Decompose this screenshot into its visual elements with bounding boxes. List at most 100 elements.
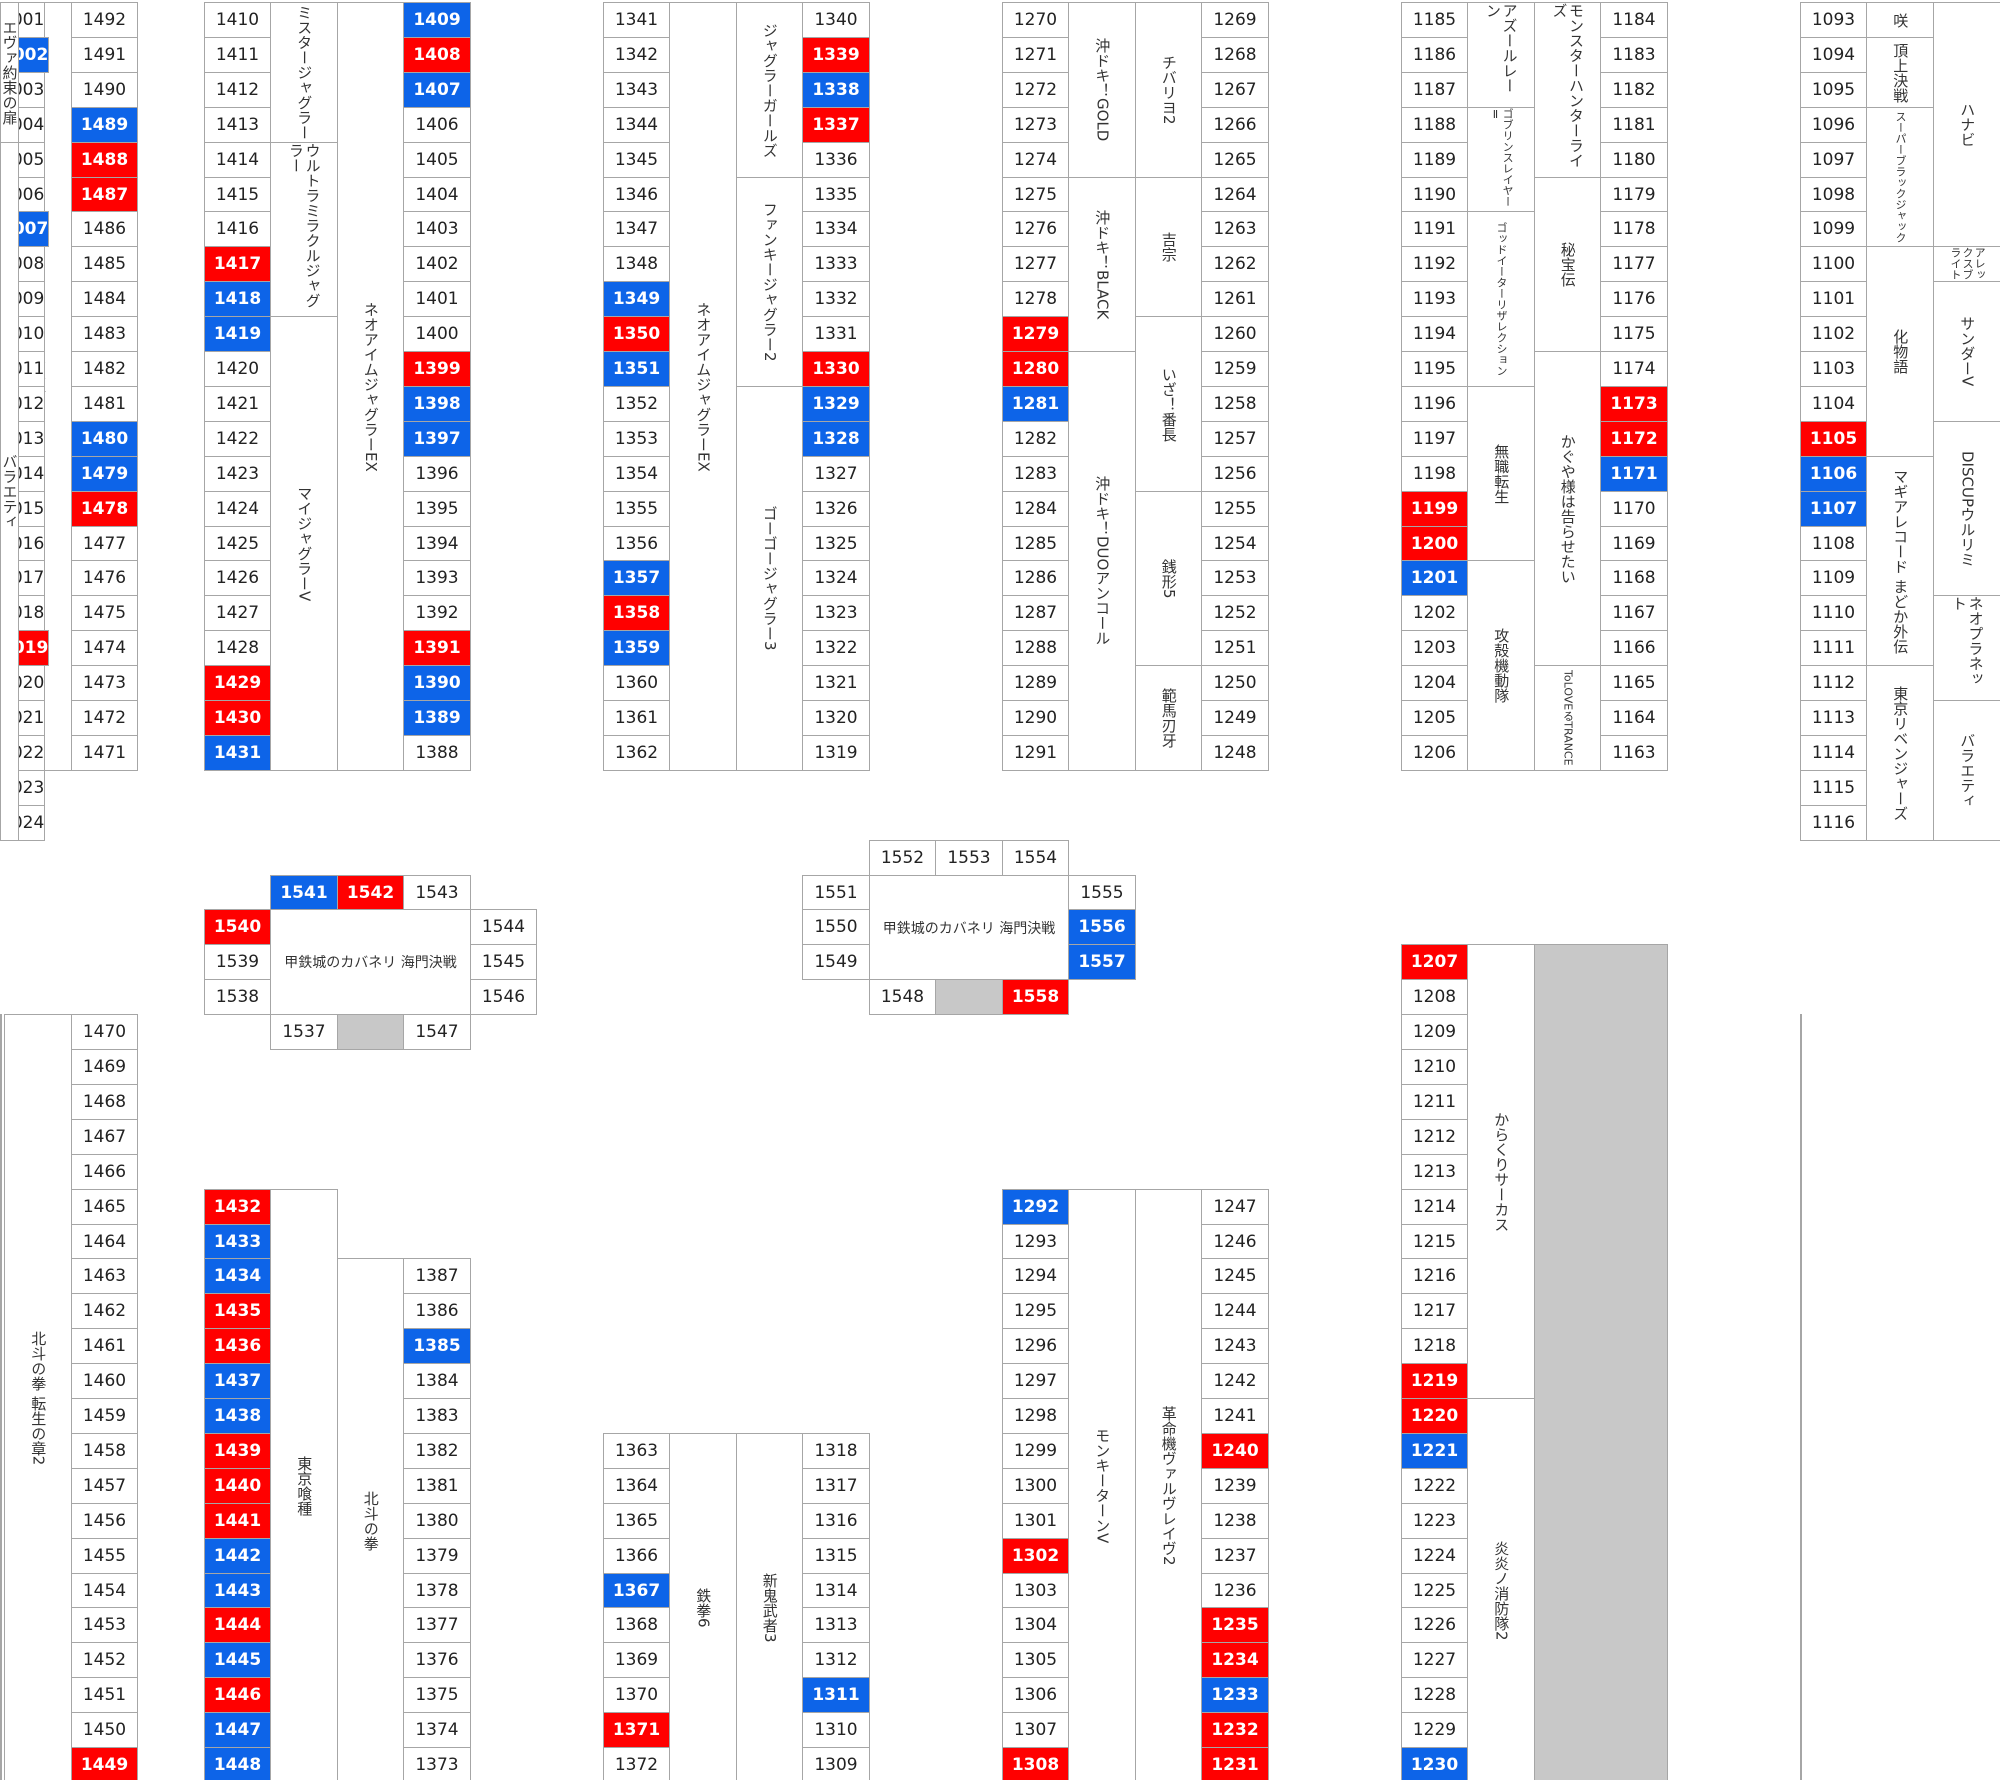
machine-cell[interactable]: 1226 (1401, 1607, 1468, 1643)
machine-cell[interactable]: 1365 (603, 1503, 670, 1539)
machine-cell[interactable]: 1445 (204, 1642, 271, 1678)
machine-cell[interactable]: 1425 (204, 526, 271, 561)
machine-cell[interactable]: 1219 (1401, 1363, 1468, 1399)
machine-cell[interactable]: 1318 (802, 1433, 870, 1469)
machine-cell[interactable]: 1390 (403, 665, 471, 701)
machine-cell[interactable]: 1549 (802, 944, 870, 980)
machine-cell[interactable]: 1217 (1401, 1293, 1468, 1329)
machine-cell[interactable]: 1243 (1201, 1328, 1269, 1364)
machine-cell[interactable]: 1449 (71, 1747, 138, 1780)
machine-cell[interactable]: 1407 (403, 72, 471, 108)
machine-cell[interactable]: 1488 (71, 142, 138, 178)
machine-cell[interactable]: 1264 (1201, 177, 1269, 212)
machine-cell[interactable]: 1418 (204, 281, 271, 317)
machine-cell[interactable]: 1295 (1002, 1293, 1069, 1329)
machine-cell[interactable]: 1289 (1002, 665, 1069, 701)
machine-cell[interactable]: 1347 (603, 211, 670, 247)
machine-cell[interactable]: 1463 (71, 1258, 138, 1294)
machine-cell[interactable]: 1322 (802, 630, 870, 666)
machine-cell[interactable]: 1397 (403, 421, 471, 457)
machine-cell[interactable]: 1106 (1800, 456, 1867, 492)
machine-cell[interactable]: 1228 (1401, 1677, 1468, 1713)
machine-cell[interactable]: 1096 (1800, 107, 1867, 143)
machine-cell[interactable]: 1227 (1401, 1642, 1468, 1678)
machine-cell[interactable]: 1171 (1600, 456, 1668, 492)
machine-cell[interactable]: 1374 (403, 1712, 471, 1748)
machine-cell[interactable]: 1237 (1201, 1538, 1269, 1574)
machine-cell[interactable]: 1366 (603, 1538, 670, 1574)
machine-cell[interactable]: 1269 (1201, 2, 1269, 38)
machine-cell[interactable]: 1409 (403, 2, 471, 38)
machine-cell[interactable]: 1469 (71, 1049, 138, 1085)
machine-cell[interactable]: 1168 (1600, 560, 1668, 596)
machine-cell[interactable]: 1247 (1201, 1189, 1269, 1225)
machine-cell[interactable]: 1543 (403, 875, 471, 910)
machine-cell[interactable]: 1414 (204, 142, 271, 178)
machine-cell[interactable]: 1429 (204, 665, 271, 701)
machine-cell[interactable]: 1358 (603, 595, 670, 631)
machine-cell[interactable]: 1369 (603, 1642, 670, 1678)
machine-cell[interactable]: 1308 (1002, 1747, 1069, 1780)
machine-cell[interactable]: 1341 (603, 2, 670, 38)
machine-cell[interactable]: 1558 (1002, 979, 1069, 1015)
machine-cell[interactable]: 1309 (802, 1747, 870, 1780)
machine-cell[interactable]: 1404 (403, 177, 471, 212)
machine-cell[interactable]: 1312 (802, 1642, 870, 1678)
machine-cell[interactable]: 1370 (603, 1677, 670, 1713)
machine-cell[interactable]: 1112 (1800, 665, 1867, 701)
machine-cell[interactable]: 1234 (1201, 1642, 1269, 1678)
machine-cell[interactable]: 1455 (71, 1538, 138, 1574)
machine-cell[interactable]: 1490 (71, 72, 138, 108)
machine-cell[interactable]: 1386 (403, 1293, 471, 1329)
machine-cell[interactable]: 1412 (204, 72, 271, 108)
machine-cell[interactable]: 1283 (1002, 456, 1069, 492)
machine-cell[interactable]: 1342 (603, 37, 670, 73)
machine-cell[interactable]: 1311 (802, 1677, 870, 1713)
machine-cell[interactable]: 1336 (802, 142, 870, 178)
machine-cell[interactable]: 1167 (1600, 595, 1668, 631)
machine-cell[interactable]: 1177 (1600, 246, 1668, 282)
machine-cell[interactable]: 1099 (1800, 211, 1867, 247)
machine-cell[interactable]: 1356 (603, 526, 670, 561)
machine-cell[interactable]: 1406 (403, 107, 471, 143)
machine-cell[interactable]: 1379 (403, 1538, 471, 1574)
machine-cell[interactable]: 1340 (802, 2, 870, 38)
machine-cell[interactable]: 1476 (71, 560, 138, 596)
machine-cell[interactable]: 1287 (1002, 595, 1069, 631)
machine-cell[interactable]: 1481 (71, 386, 138, 422)
machine-cell[interactable]: 1547 (403, 1014, 471, 1050)
machine-cell[interactable]: 1548 (869, 979, 936, 1015)
machine-cell[interactable]: 1415 (204, 177, 271, 212)
machine-cell[interactable]: 1191 (1401, 211, 1468, 247)
machine-cell[interactable]: 1459 (71, 1398, 138, 1434)
machine-cell[interactable]: 1346 (603, 177, 670, 212)
machine-cell[interactable]: 1183 (1600, 37, 1668, 73)
machine-cell[interactable]: 1204 (1401, 665, 1468, 701)
machine-cell[interactable]: 1410 (204, 2, 271, 38)
machine-cell[interactable]: 1200 (1401, 526, 1468, 561)
machine-cell[interactable]: 1242 (1201, 1363, 1269, 1399)
machine-cell[interactable]: 1440 (204, 1468, 271, 1504)
machine-cell[interactable]: 1097 (1800, 142, 1867, 178)
machine-cell[interactable]: 1349 (603, 281, 670, 317)
machine-cell[interactable]: 1187 (1401, 72, 1468, 108)
machine-cell[interactable]: 1317 (802, 1468, 870, 1504)
machine-cell[interactable]: 1466 (71, 1154, 138, 1190)
machine-cell[interactable]: 1104 (1800, 386, 1867, 422)
machine-cell[interactable]: 1282 (1002, 421, 1069, 457)
machine-cell[interactable]: 1224 (1401, 1538, 1468, 1574)
machine-cell[interactable]: 1458 (71, 1433, 138, 1469)
machine-cell[interactable]: 1545 (470, 944, 537, 980)
machine-cell[interactable]: 1202 (1401, 595, 1468, 631)
machine-cell[interactable]: 1371 (603, 1712, 670, 1748)
machine-cell[interactable]: 1236 (1201, 1573, 1269, 1608)
machine-cell[interactable]: 1251 (1201, 630, 1269, 666)
machine-cell[interactable]: 1259 (1201, 351, 1269, 387)
machine-cell[interactable]: 1296 (1002, 1328, 1069, 1364)
machine-cell[interactable]: 1275 (1002, 177, 1069, 212)
machine-cell[interactable]: 1110 (1800, 595, 1867, 631)
machine-cell[interactable]: 1195 (1401, 351, 1468, 387)
machine-cell[interactable]: 1456 (71, 1503, 138, 1539)
machine-cell[interactable]: 1313 (802, 1607, 870, 1643)
machine-cell[interactable]: 1332 (802, 281, 870, 317)
